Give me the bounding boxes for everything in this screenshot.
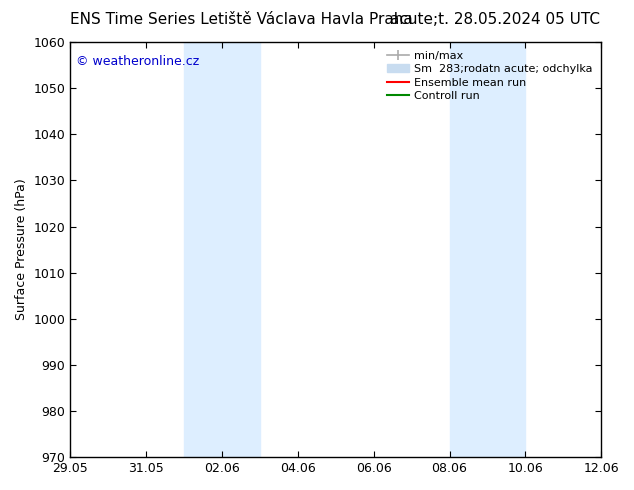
Text: © weatheronline.cz: © weatheronline.cz [75, 54, 199, 68]
Text: acute;t. 28.05.2024 05 UTC: acute;t. 28.05.2024 05 UTC [389, 12, 600, 27]
Text: ENS Time Series Letiště Václava Havla Praha: ENS Time Series Letiště Václava Havla Pr… [70, 12, 412, 27]
Bar [184, 42, 260, 457]
Bar [450, 42, 526, 457]
Y-axis label: Surface Pressure (hPa): Surface Pressure (hPa) [15, 179, 28, 320]
Legend: min/max, Sm  283;rodatn acute; odchylka, Ensemble mean run, Controll run: min/max, Sm 283;rodatn acute; odchylka, … [384, 48, 595, 104]
